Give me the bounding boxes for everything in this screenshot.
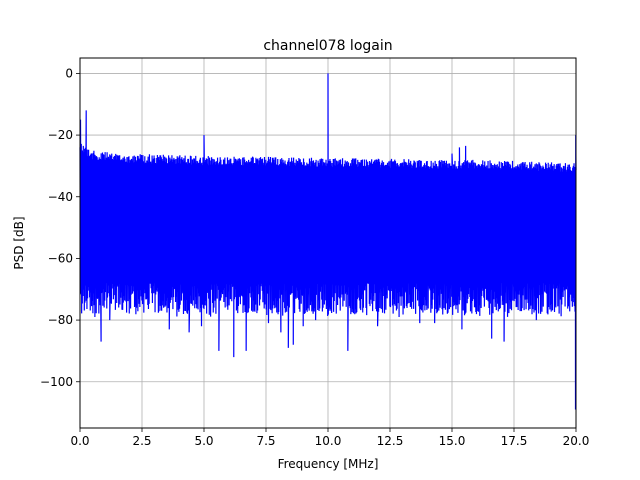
y-tick-label: 0 [65, 66, 73, 80]
ticks: 0.0 2.5 5.0 7.5 10.0 12.5 15.0 17.5 20.0 0 −20 −40 −… [40, 66, 589, 448]
y-tick-label: −40 [48, 190, 73, 204]
y-axis-label: PSD [dB] [12, 216, 26, 269]
x-tick-label: 10.0 [315, 434, 342, 448]
x-tick-label: 20.0 [563, 434, 590, 448]
psd-series-line [79, 73, 577, 410]
y-tick-label: −60 [48, 251, 73, 265]
x-tick-label: 2.5 [132, 434, 151, 448]
y-tick-label: −100 [40, 375, 73, 389]
x-tick-label: 5.0 [194, 434, 213, 448]
x-axis-label: Frequency [MHz] [278, 457, 379, 471]
psd-line [79, 73, 577, 410]
x-tick-label: 12.5 [377, 434, 404, 448]
y-tick-label: −80 [48, 313, 73, 327]
x-tick-label: 7.5 [256, 434, 275, 448]
y-tick-label: −20 [48, 128, 73, 142]
x-tick-label: 0.0 [70, 434, 89, 448]
x-tick-label: 17.5 [501, 434, 528, 448]
x-tick-label: 15.0 [439, 434, 466, 448]
chart-title: channel078 logain [263, 38, 392, 54]
